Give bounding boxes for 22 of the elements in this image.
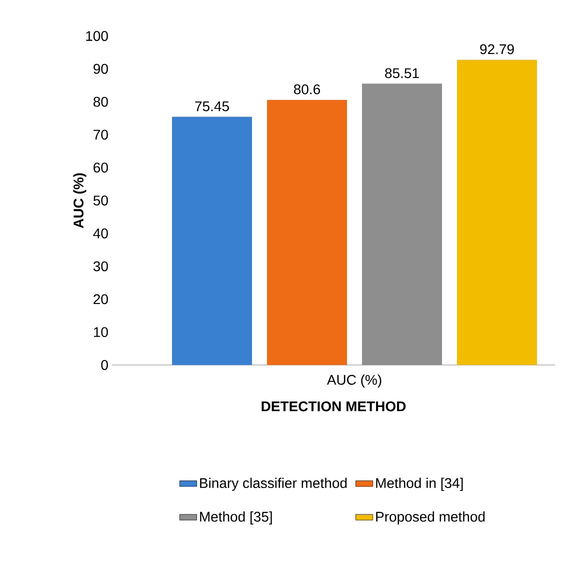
data-label: 75.45	[195, 101, 229, 112]
data-label: 92.79	[480, 44, 514, 54]
legend-label: Method in [34]	[376, 478, 463, 491]
x-axis-title: DETECTION METHOD	[262, 401, 406, 412]
y-tick-label: 0	[101, 360, 108, 370]
y-axis-title: AUC (%)	[73, 173, 86, 228]
y-tick-label: 20	[94, 294, 108, 304]
y-tick-label: 80	[94, 96, 108, 107]
y-tick-label: 10	[94, 327, 108, 338]
text: AUC (%)	[326, 374, 382, 388]
legend-label: Proposed method	[376, 511, 485, 524]
legend-label: Binary classifier method	[200, 478, 347, 491]
y-tick-label: 60	[94, 162, 108, 173]
data-label: 80.6	[294, 84, 320, 94]
y-tick-label: 100	[86, 31, 108, 41]
y-tick-label: 90	[94, 64, 108, 74]
y-tick-label: 50	[93, 196, 108, 206]
data-label: 85.51	[385, 68, 419, 78]
y-tick-label: 40	[93, 228, 108, 238]
y-tick-label: 30	[93, 261, 108, 272]
y-tick-label: 70	[94, 130, 108, 140]
legend-label: Method [35]	[200, 511, 272, 524]
